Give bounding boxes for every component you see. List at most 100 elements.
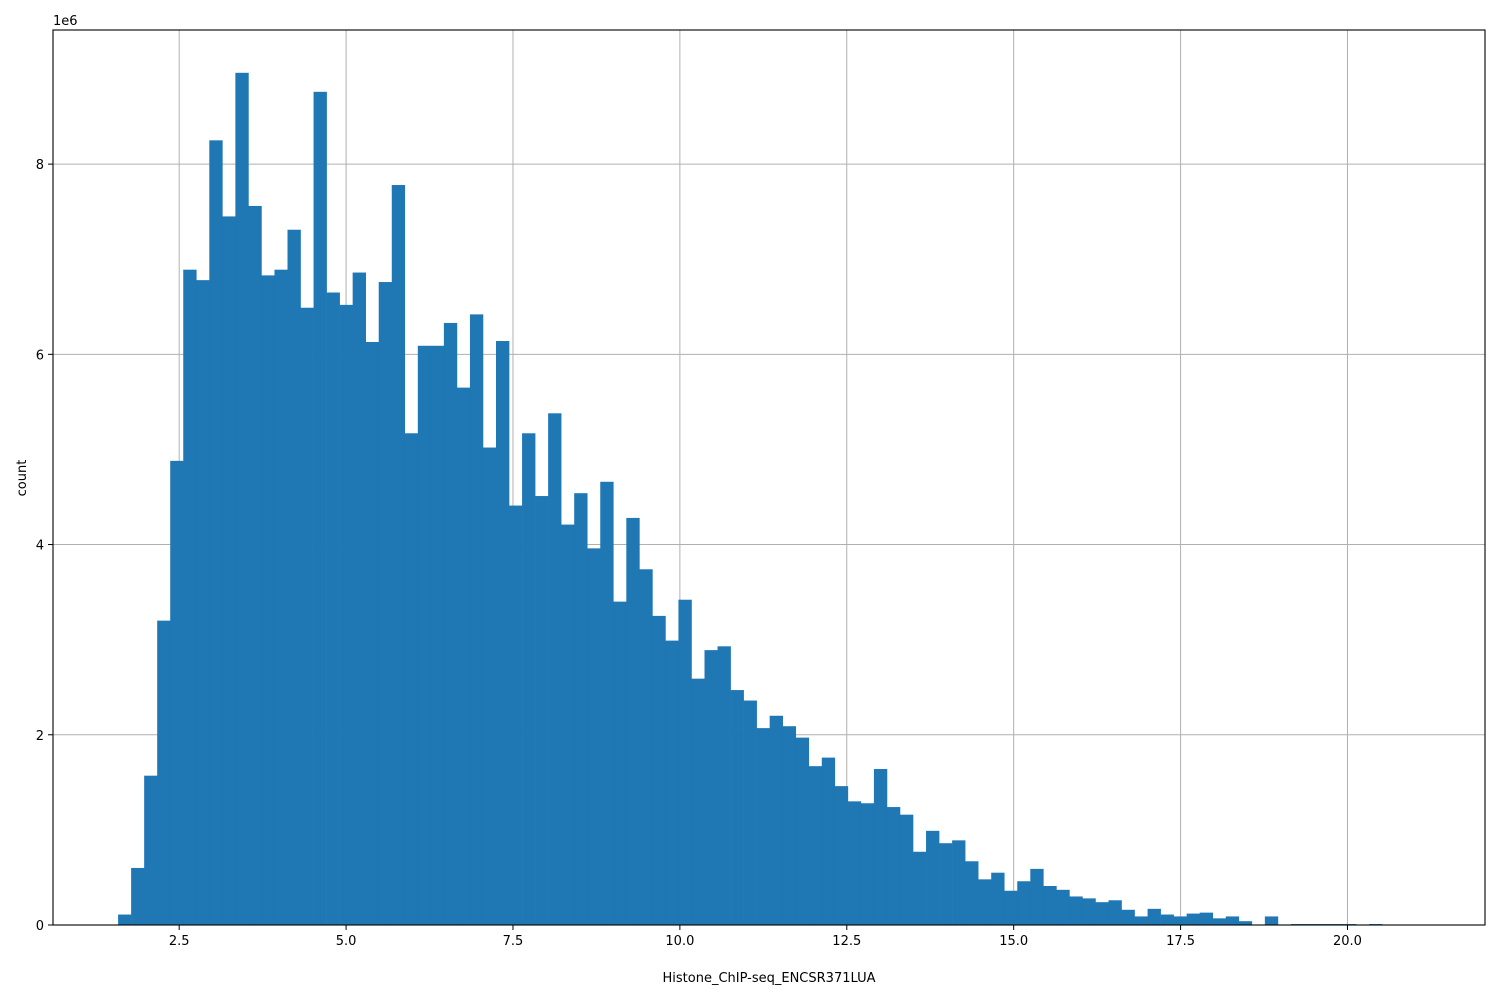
histogram-bar: [613, 601, 627, 925]
histogram-bar: [1069, 896, 1083, 925]
histogram-bar: [1264, 916, 1279, 925]
histogram-bar: [1108, 900, 1122, 925]
histogram-bar: [808, 766, 823, 925]
histogram-bar: [131, 867, 145, 925]
histogram-bar: [1147, 908, 1161, 925]
plot-frame: [52, 29, 1486, 926]
histogram-bar: [1225, 916, 1240, 925]
histogram-bar: [821, 757, 836, 925]
histogram-bar: [522, 433, 536, 925]
histogram-bar: [952, 840, 966, 925]
y-tick-label: 2: [36, 729, 44, 744]
histogram-bar: [991, 872, 1005, 925]
histogram-bar: [535, 496, 549, 925]
histogram-bar: [574, 493, 588, 925]
histogram-bar: [417, 345, 432, 925]
histogram-bar: [717, 646, 731, 925]
histogram-bar: [965, 861, 979, 925]
histogram-bar: [847, 801, 862, 925]
histogram-bar: [886, 807, 901, 925]
histogram-bars: [118, 72, 1383, 926]
histogram-bar: [561, 524, 575, 925]
histogram-bar: [144, 775, 158, 925]
histogram-bar: [1030, 868, 1044, 925]
y-tick-label: 6: [36, 348, 44, 363]
x-tick-label: 5.0: [336, 934, 357, 949]
histogram-bar: [704, 650, 718, 925]
histogram-bar: [274, 269, 288, 926]
histogram-bar: [339, 304, 353, 926]
histogram-bar: [978, 879, 992, 925]
histogram-bar: [326, 292, 340, 926]
x-tick-label: 12.5: [832, 934, 861, 949]
histogram-bar: [743, 700, 757, 925]
histogram-bar: [1238, 921, 1253, 925]
histogram-bar: [313, 91, 327, 926]
histogram-bar: [118, 914, 132, 925]
histogram-bar: [261, 275, 275, 925]
y-tick-label: 8: [36, 158, 44, 173]
histogram-bar: [1004, 890, 1018, 925]
histogram-bar: [1173, 916, 1187, 925]
histogram-bar: [209, 140, 223, 925]
histogram-bar: [235, 72, 249, 925]
histogram-bar: [222, 216, 236, 925]
y-axis-ticks: 0 2 4 6 8: [36, 158, 53, 934]
histogram-bar: [300, 307, 314, 925]
histogram-bar: [1186, 913, 1201, 925]
histogram-bar: [913, 851, 927, 925]
y-tick-label: 4: [36, 539, 44, 554]
histogram-bar: [652, 615, 666, 925]
histogram-bar: [391, 185, 406, 926]
histogram-bar: [834, 786, 849, 925]
histogram-bar: [196, 280, 210, 926]
histogram-bar: [1095, 902, 1109, 925]
histogram-bar: [482, 447, 497, 925]
histogram-bar: [795, 737, 810, 925]
x-tick-label: 10.0: [665, 934, 694, 949]
x-axis-label: Histone_ChIP-seq_ENCSR371LUA: [663, 971, 876, 986]
histogram-bar: [1017, 881, 1031, 925]
histogram-bar: [365, 341, 380, 925]
histogram-bar: [248, 205, 262, 926]
y-axis-label: count: [15, 460, 30, 497]
histogram-bar: [587, 548, 601, 925]
histogram-bar: [756, 728, 770, 925]
histogram-bar: [691, 678, 705, 925]
histogram-bar: [769, 715, 783, 925]
histogram-bar: [639, 569, 653, 925]
histogram-bar: [287, 229, 301, 926]
histogram-bar: [1121, 909, 1135, 925]
histogram-bar: [678, 599, 692, 925]
histogram-bar: [352, 272, 366, 925]
x-tick-label: 2.5: [169, 934, 190, 949]
histogram-bar: [456, 387, 471, 925]
histogram-bar: [469, 314, 484, 925]
x-tick-label: 15.0: [999, 934, 1028, 949]
histogram-bar: [939, 843, 953, 925]
histogram-bar: [600, 481, 614, 925]
histogram-bar: [496, 341, 510, 925]
x-tick-label: 17.5: [1166, 934, 1195, 949]
histogram-bar: [183, 269, 197, 926]
histogram-bar: [1134, 916, 1148, 925]
histogram-bar: [1056, 889, 1070, 925]
histogram-bar: [873, 769, 888, 925]
histogram-bar: [1212, 918, 1227, 925]
histogram-bar: [782, 726, 797, 925]
x-tick-label: 20.0: [1333, 934, 1362, 949]
histogram-bar: [430, 345, 445, 925]
histogram-bar: [443, 322, 458, 925]
y-tick-label: 0: [36, 919, 44, 934]
histogram-bar: [1043, 886, 1057, 925]
histogram-bar: [860, 803, 875, 925]
x-tick-label: 7.5: [503, 934, 524, 949]
histogram-bar: [509, 505, 523, 925]
histogram-bar: [665, 640, 679, 925]
histogram-bar: [170, 460, 184, 925]
x-axis-ticks: 2.5 5.0 7.5 10.0 12.5 15.0 17.5 20.0: [169, 925, 1362, 949]
histogram-bar: [548, 413, 562, 925]
histogram-bar: [1199, 912, 1214, 925]
histogram-bar: [926, 830, 940, 925]
